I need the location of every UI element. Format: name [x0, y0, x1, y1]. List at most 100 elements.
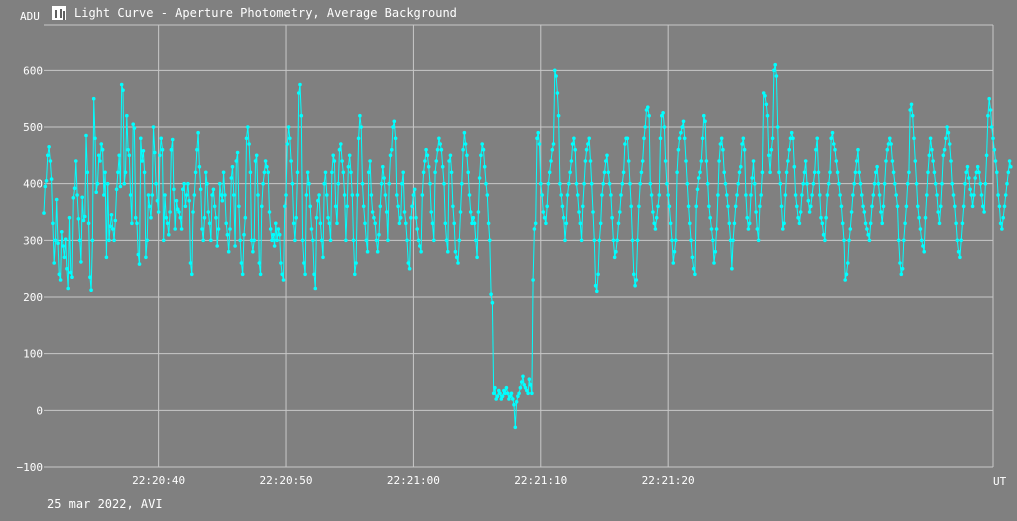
data-point	[262, 170, 267, 175]
data-point	[940, 181, 944, 186]
y-tick-label: 300	[23, 234, 43, 247]
data-point	[260, 204, 264, 209]
data-point	[195, 147, 199, 152]
data-point	[386, 238, 390, 243]
data-point	[930, 147, 934, 152]
data-point	[361, 204, 366, 209]
data-point	[490, 300, 495, 305]
data-point	[305, 170, 310, 175]
data-point	[745, 215, 749, 220]
data-point	[505, 391, 510, 396]
data-point	[415, 227, 420, 231]
data-point	[174, 198, 179, 203]
data-point	[663, 159, 668, 163]
data-point	[797, 221, 802, 226]
data-point	[992, 147, 997, 152]
data-point	[270, 238, 274, 243]
data-point	[451, 204, 455, 209]
data-point	[686, 204, 691, 209]
data-point	[829, 136, 833, 141]
data-point	[457, 238, 462, 243]
data-point	[289, 159, 293, 163]
data-point	[984, 153, 989, 158]
data-point	[961, 204, 966, 209]
data-point	[828, 170, 832, 175]
data-point	[100, 147, 105, 152]
data-point	[848, 227, 853, 231]
data-point	[158, 153, 162, 158]
data-point	[518, 385, 523, 390]
data-point	[707, 204, 711, 209]
data-point	[1009, 164, 1013, 169]
data-point	[531, 278, 535, 282]
data-point	[246, 125, 250, 129]
data-point	[88, 275, 92, 280]
data-point	[346, 164, 351, 169]
data-point	[388, 153, 393, 158]
light-curve-icon[interactable]	[52, 6, 66, 20]
data-point	[826, 181, 831, 186]
data-point	[676, 147, 681, 152]
data-point	[674, 238, 678, 243]
data-point	[642, 136, 646, 141]
data-point	[94, 190, 98, 194]
data-point	[728, 238, 733, 243]
data-point	[954, 221, 958, 226]
data-point	[229, 176, 234, 180]
data-point	[204, 170, 208, 175]
data-point	[220, 198, 225, 203]
data-point	[964, 170, 968, 175]
data-point	[731, 238, 735, 243]
data-point	[777, 170, 781, 175]
data-point	[867, 238, 872, 243]
data-point	[354, 261, 358, 265]
data-point	[294, 215, 299, 220]
data-point	[969, 193, 974, 197]
data-point	[716, 193, 720, 197]
data-point	[109, 213, 114, 217]
data-point	[651, 210, 655, 214]
data-point	[540, 193, 544, 197]
data-point	[69, 270, 73, 275]
data-point	[714, 227, 719, 231]
x-tick-label: 22:20:40	[132, 474, 185, 487]
data-point	[254, 153, 259, 158]
data-point	[118, 184, 123, 189]
data-point	[159, 136, 163, 141]
data-point	[125, 113, 129, 118]
data-point	[95, 181, 100, 186]
data-point	[996, 193, 1000, 197]
data-point	[823, 238, 827, 243]
data-point	[601, 181, 605, 186]
data-point	[218, 181, 222, 186]
data-point	[443, 221, 448, 226]
data-point	[914, 181, 919, 186]
data-point	[801, 181, 805, 186]
data-point	[630, 238, 635, 243]
data-point	[857, 170, 861, 175]
data-point	[755, 227, 760, 231]
data-point	[401, 170, 406, 175]
data-point	[308, 204, 313, 209]
data-point	[875, 164, 879, 169]
data-point	[475, 255, 479, 260]
data-point	[373, 221, 378, 226]
data-point	[404, 221, 408, 226]
data-point	[960, 221, 965, 226]
data-point	[816, 170, 821, 175]
data-point	[169, 147, 174, 152]
data-point	[176, 207, 180, 211]
data-point	[893, 181, 897, 186]
data-point	[680, 125, 684, 129]
data-point	[184, 193, 189, 197]
data-point	[737, 170, 742, 175]
data-point	[434, 159, 439, 163]
data-point	[802, 170, 807, 175]
data-point	[446, 249, 450, 254]
data-point	[925, 193, 929, 197]
data-point	[383, 193, 388, 197]
data-point	[747, 221, 752, 226]
data-point	[46, 153, 50, 158]
data-point	[970, 204, 975, 209]
data-point	[768, 170, 772, 175]
